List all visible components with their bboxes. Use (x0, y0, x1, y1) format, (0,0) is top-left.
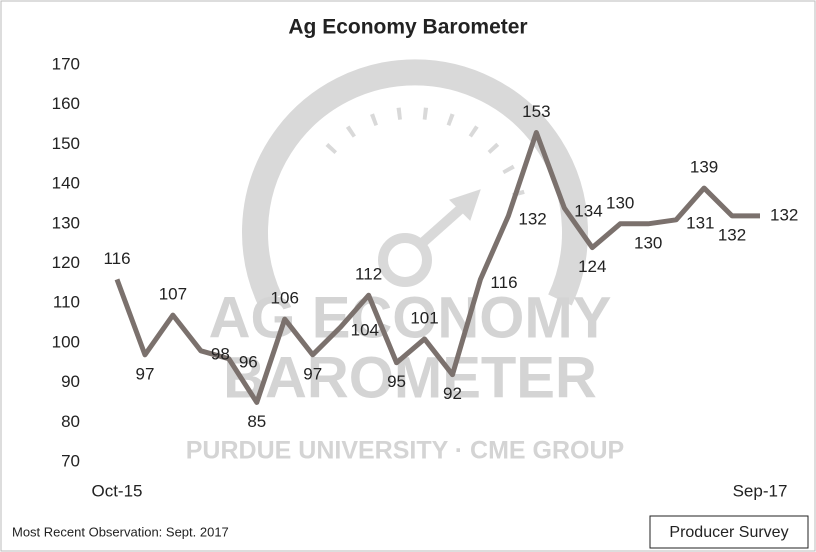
watermark-text: BAROMETER (223, 345, 597, 410)
data-label: 130 (606, 193, 634, 212)
data-label: 98 (211, 344, 230, 363)
chart-title: Ag Economy Barometer (288, 16, 527, 39)
badge: Producer Survey (669, 524, 788, 541)
data-label: 85 (247, 412, 266, 431)
gauge-watermark (242, 59, 588, 306)
watermark-text: PURDUE UNIVERSITY · CME GROUP (186, 437, 624, 465)
data-label: 132 (718, 225, 746, 244)
y-tick-label: 80 (61, 412, 80, 431)
data-label: 101 (410, 308, 438, 327)
data-label: 116 (103, 249, 130, 268)
x-tick-label: Sep-17 (733, 481, 788, 500)
data-label: 139 (690, 158, 718, 177)
data-label: 95 (387, 372, 406, 391)
y-tick-label: 150 (52, 134, 80, 153)
data-label: 153 (522, 102, 550, 121)
data-label: 131 (686, 213, 714, 232)
data-label: 97 (135, 364, 154, 383)
data-label: 96 (239, 352, 258, 371)
data-label: 97 (303, 364, 322, 383)
y-tick-label: 120 (52, 253, 80, 272)
y-tick-label: 100 (52, 332, 80, 351)
y-tick-label: 160 (52, 94, 80, 113)
data-label: 107 (159, 285, 187, 304)
data-label: 132 (518, 209, 546, 228)
footnote: Most Recent Observation: Sept. 2017 (12, 524, 229, 539)
data-label: 116 (490, 273, 517, 292)
y-tick-label: 170 (52, 54, 80, 73)
badge-box (649, 515, 809, 549)
y-tick-label: 110 (53, 293, 80, 312)
data-label: 130 (634, 233, 662, 252)
data-label: 92 (443, 384, 462, 403)
data-label: 112 (355, 265, 382, 284)
data-label: 124 (578, 257, 606, 276)
y-tick-label: 130 (52, 213, 80, 232)
y-tick-label: 90 (61, 372, 80, 391)
data-label: 106 (271, 289, 299, 308)
data-label: 132 (770, 205, 798, 224)
data-label: 134 (574, 201, 602, 220)
y-tick-label: 70 (61, 451, 80, 470)
x-tick-label: Oct-15 (91, 481, 142, 500)
data-label: 104 (351, 321, 379, 340)
line (114, 129, 760, 405)
y-tick-label: 140 (52, 174, 80, 193)
